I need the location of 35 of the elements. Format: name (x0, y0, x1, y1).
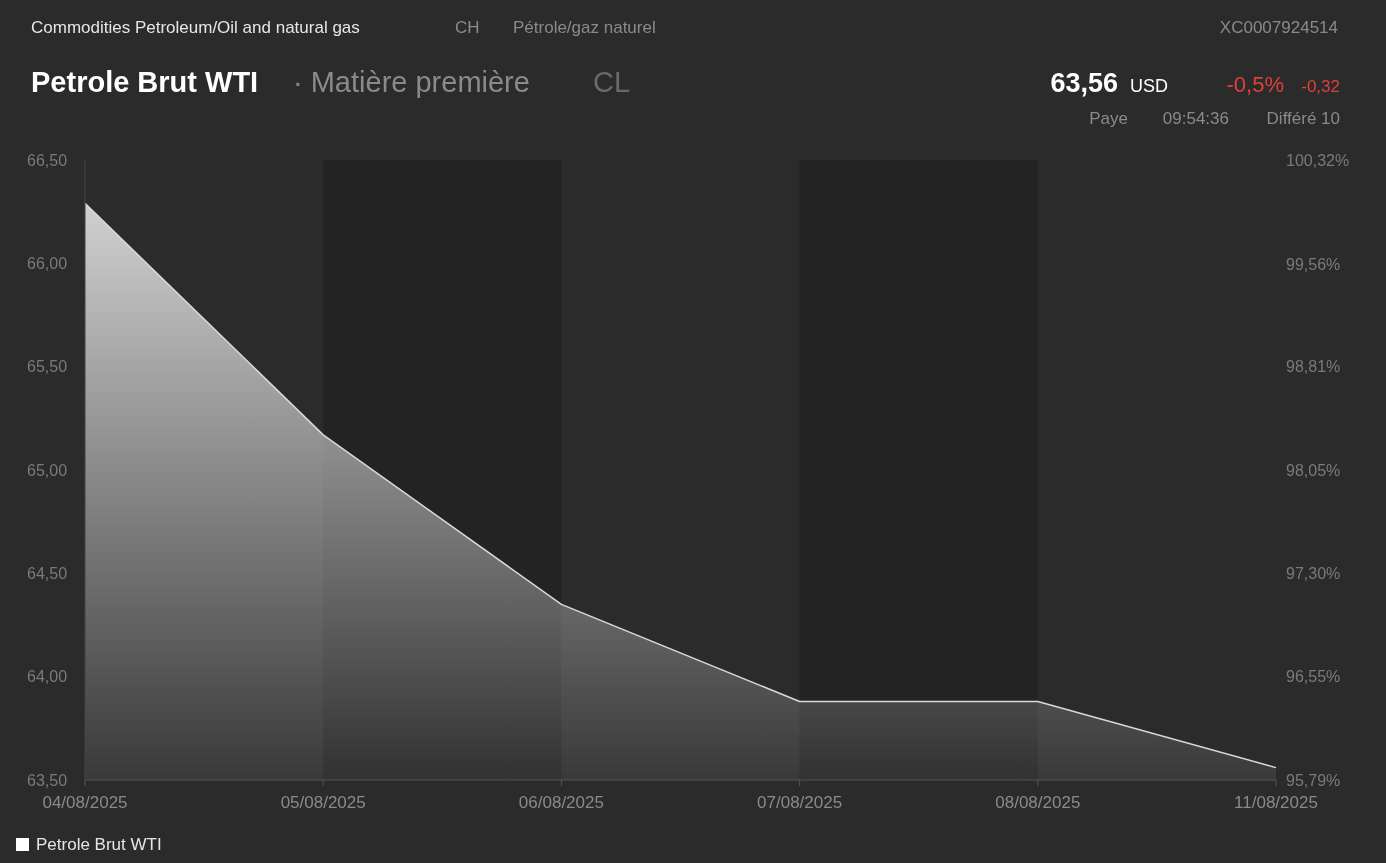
y2-tick-label: 97,30% (1286, 564, 1341, 582)
x-tick-label: 06/08/2025 (518, 793, 604, 812)
legend-label: Petrole Brut WTI (36, 835, 162, 854)
y2-tick-label: 98,81% (1286, 358, 1341, 376)
text: · Matière première (293, 66, 530, 98)
chart-title: Petrole Brut WTI (31, 66, 259, 98)
text: Paye (1089, 109, 1128, 128)
y2-tick-label: 95,79% (1286, 771, 1341, 789)
text: 63,56 (1050, 68, 1118, 98)
x-tick-label: 08/08/2025 (995, 793, 1081, 812)
text: CL (593, 66, 631, 98)
x-tick-label: 07/08/2025 (757, 793, 843, 812)
text: Pétrole/gaz naturel (513, 18, 656, 37)
text: Différé 10 (1266, 109, 1340, 128)
text: Commodities Petroleum/Oil and natural gas (31, 18, 360, 37)
x-tick-label: 11/08/2025 (1234, 793, 1318, 812)
y-tick-label: 66,00 (27, 254, 68, 272)
text: XC0007924514 (1219, 18, 1338, 37)
y-tick-label: 66,50 (27, 151, 68, 169)
y2-tick-label: 99,56% (1286, 255, 1341, 273)
y-tick-label: 63,50 (27, 771, 68, 789)
text: -0,32 (1301, 77, 1340, 96)
text: -0,5% (1226, 72, 1284, 97)
y2-tick-label: 96,55% (1286, 667, 1341, 685)
x-tick-label: 05/08/2025 (280, 793, 366, 812)
x-tick-label: 04/08/2025 (42, 793, 128, 812)
y-tick-label: 65,00 (27, 461, 68, 479)
y-tick-label: 64,00 (27, 668, 68, 686)
text: 09:54:36 (1162, 109, 1229, 128)
y-tick-label: 65,50 (27, 358, 68, 376)
y-tick-label: 64,50 (27, 564, 68, 582)
text: CH (455, 18, 480, 37)
y2-tick-label: 100,32% (1286, 151, 1350, 169)
text: USD (1129, 76, 1168, 96)
y2-tick-label: 98,05% (1286, 462, 1341, 480)
